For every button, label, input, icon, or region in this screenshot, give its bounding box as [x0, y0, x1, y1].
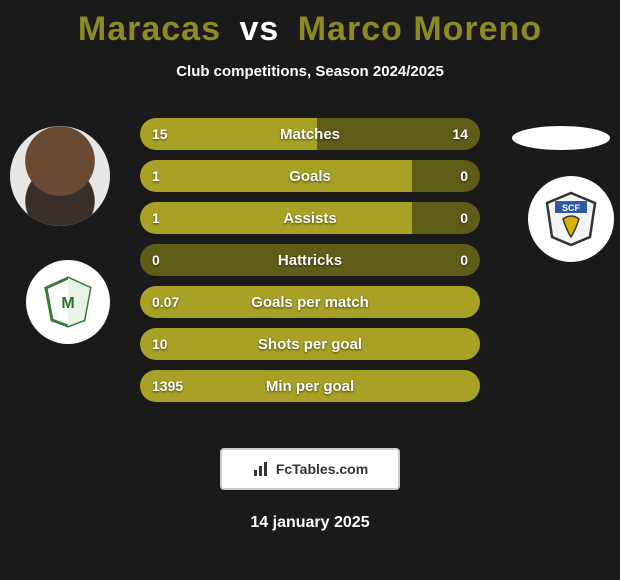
crest-scf-icon: SCF	[541, 189, 601, 249]
bar-label: Goals	[289, 168, 331, 185]
bar-value-right: 0	[460, 210, 468, 226]
stat-bar-goals-per-match: 0.07 Goals per match	[140, 286, 480, 318]
title-right: Marco Moreno	[298, 10, 542, 48]
badge-text: FcTables.com	[276, 461, 368, 477]
player-face-icon	[10, 126, 110, 226]
stat-bar-hattricks: 0 0 Hattricks	[140, 244, 480, 276]
bar-label: Min per goal	[266, 378, 354, 395]
fctables-badge[interactable]: FcTables.com	[220, 448, 400, 490]
stat-bar-matches: 15 14 Matches	[140, 118, 480, 150]
bar-label: Assists	[283, 210, 336, 227]
club-left-crest: M	[26, 260, 110, 344]
stat-bar-min-per-goal: 1395 Min per goal	[140, 370, 480, 402]
bar-value-left: 1	[152, 210, 160, 226]
bar-value-right: 14	[452, 126, 468, 142]
bar-value-left: 0.07	[152, 294, 179, 310]
date-text: 14 january 2025	[0, 514, 620, 532]
club-right-crest: SCF	[528, 176, 614, 262]
svg-text:M: M	[61, 295, 74, 312]
bar-label: Hattricks	[278, 252, 342, 269]
title-vs: vs	[239, 10, 279, 48]
bar-label: Shots per goal	[258, 336, 362, 353]
bar-value-right: 0	[460, 252, 468, 268]
comparison-title: Maracas vs Marco Moreno	[0, 0, 620, 49]
player-left-avatar	[10, 126, 110, 226]
bar-fill	[140, 160, 412, 192]
title-left: Maracas	[78, 10, 221, 48]
stat-bars: 1514Matches10Goals10Assists00Hattricks0.…	[140, 118, 480, 402]
crest-moreirense-icon: M	[40, 274, 96, 330]
stat-bar-goals: 1 0 Goals	[140, 160, 480, 192]
bar-label: Matches	[280, 126, 340, 143]
bar-value-left: 0	[152, 252, 160, 268]
bar-value-left: 10	[152, 336, 168, 352]
bar-value-left: 1	[152, 168, 160, 184]
bar-fill	[140, 202, 412, 234]
bar-value-right: 0	[460, 168, 468, 184]
bar-value-left: 1395	[152, 378, 183, 394]
svg-text:SCF: SCF	[562, 203, 581, 213]
bar-label: Goals per match	[251, 294, 369, 311]
stat-bar-assists: 1 0 Assists	[140, 202, 480, 234]
chart-icon	[252, 460, 270, 478]
stat-bar-shots-per-goal: 10 Shots per goal	[140, 328, 480, 360]
bar-value-left: 15	[152, 126, 168, 142]
subtitle: Club competitions, Season 2024/2025	[0, 63, 620, 80]
player-right-placeholder	[512, 126, 610, 150]
